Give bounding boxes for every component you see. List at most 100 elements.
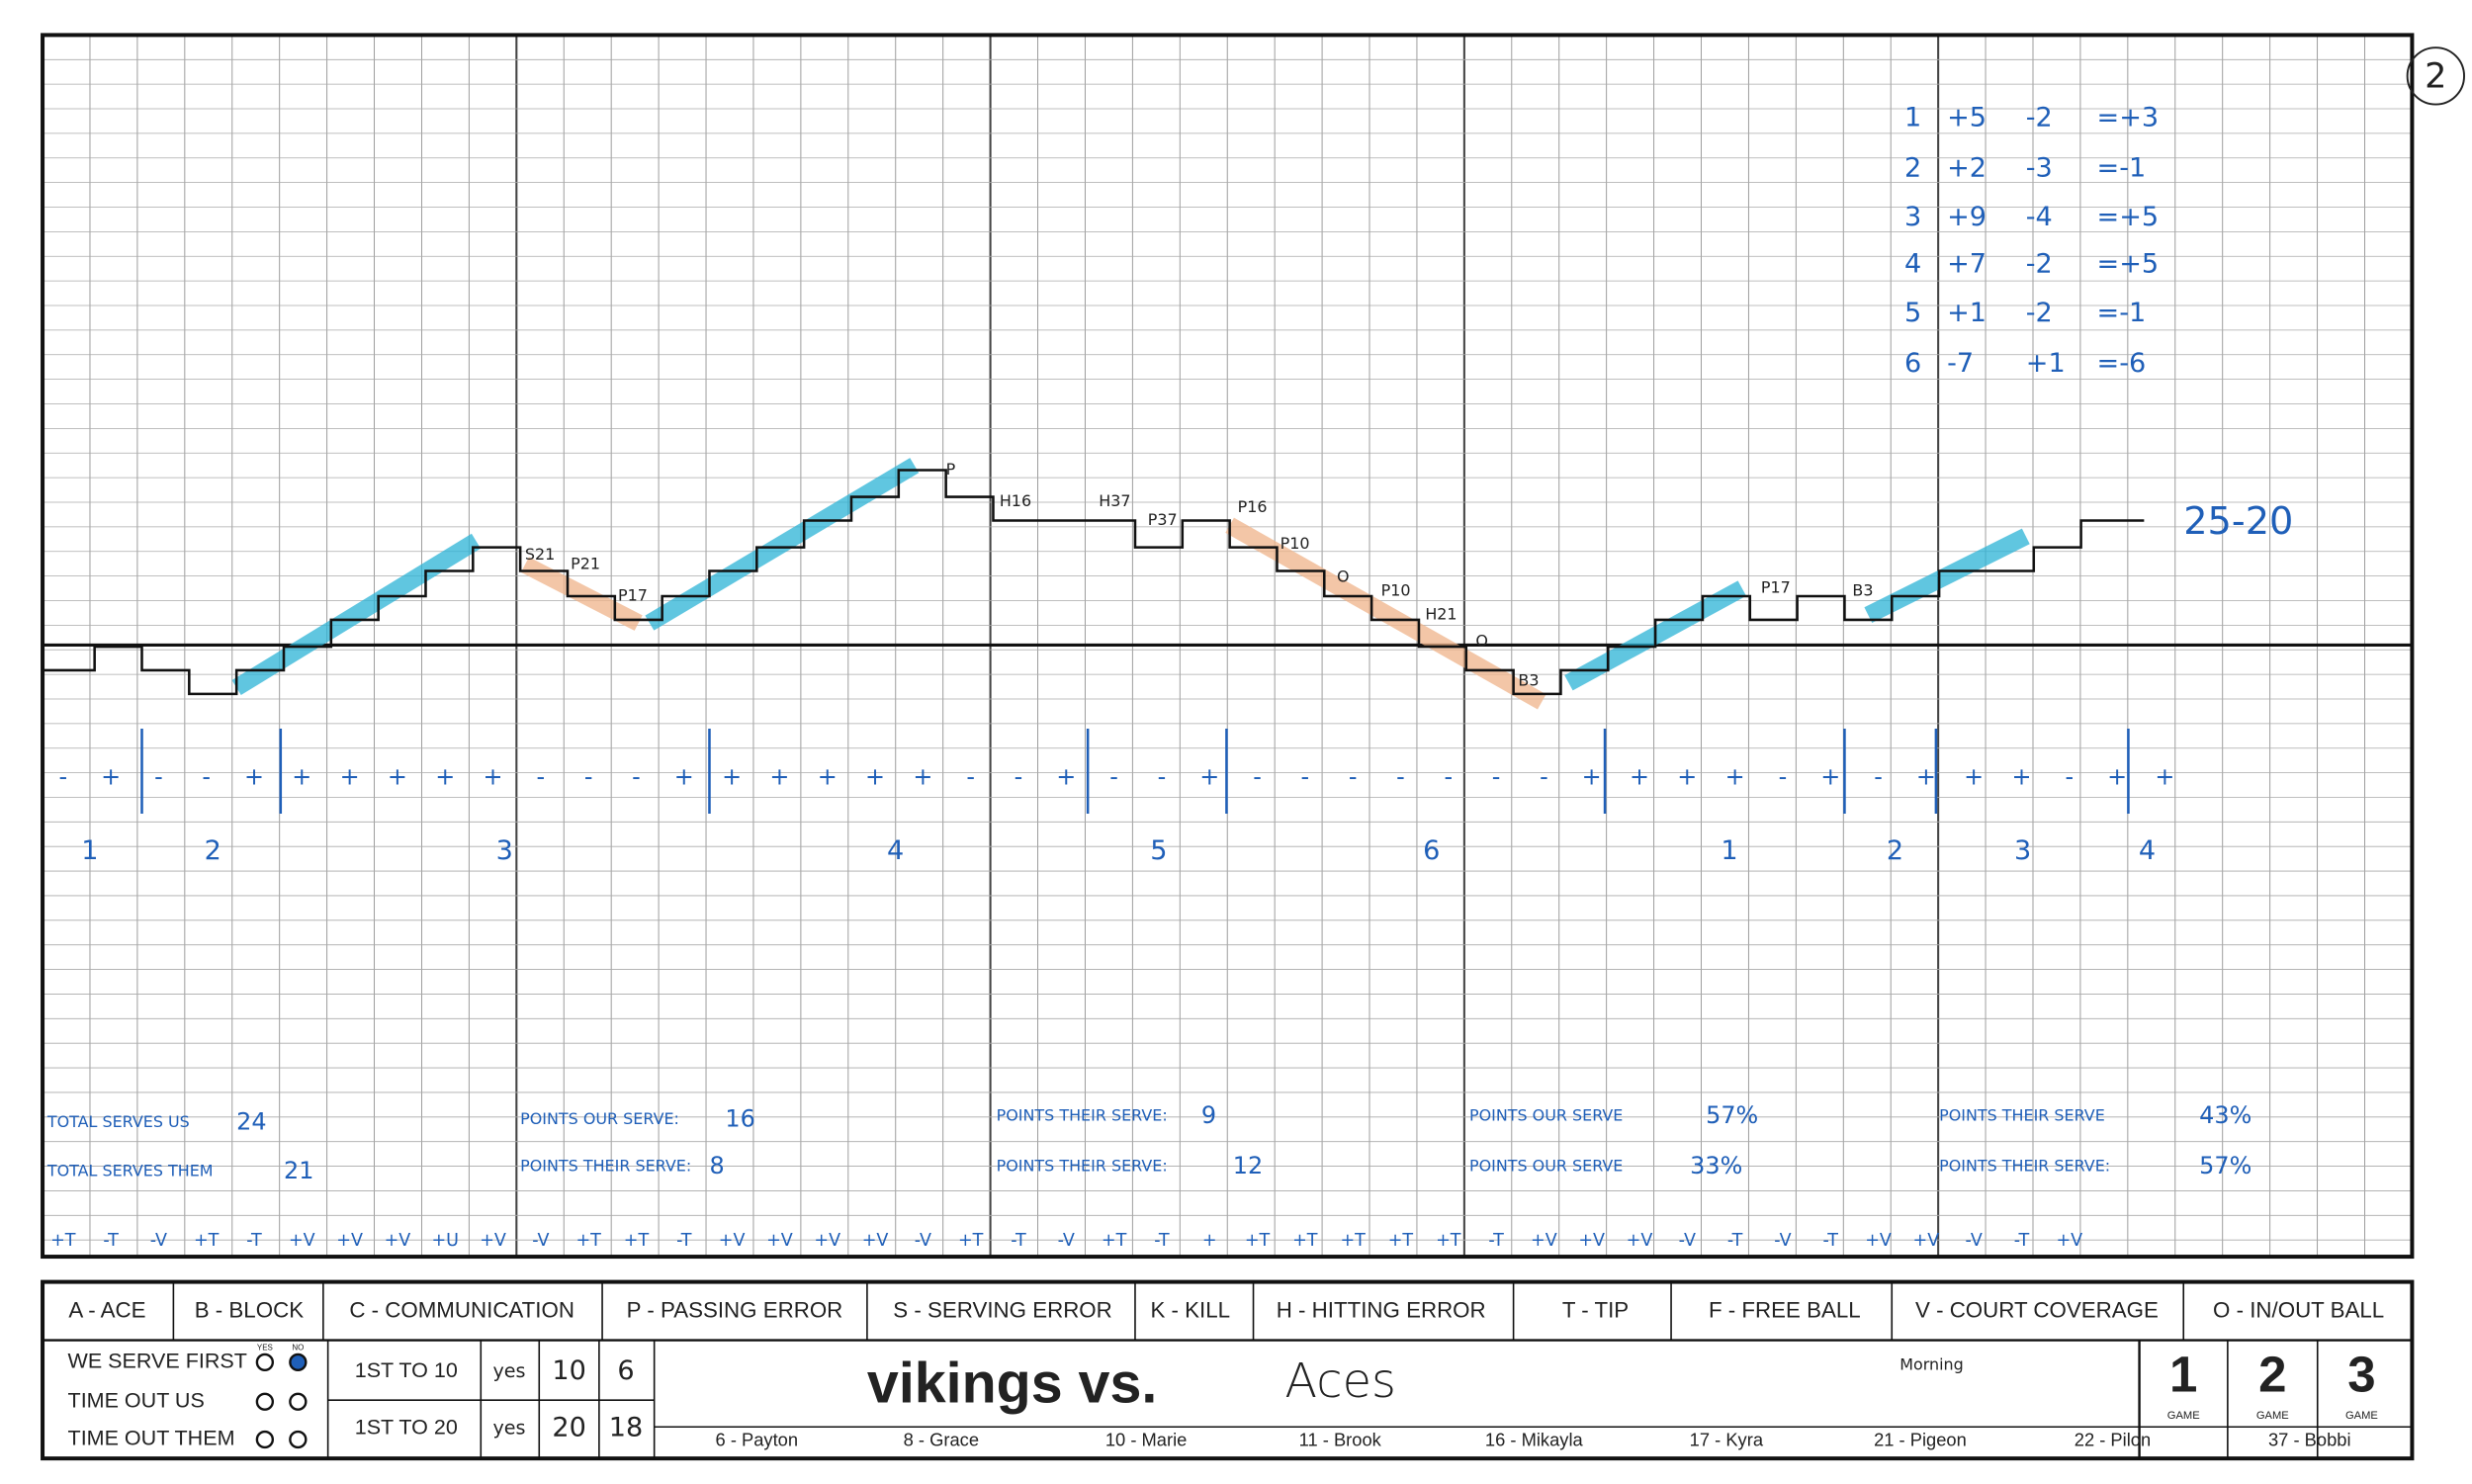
run-highlight <box>1225 517 1546 710</box>
point-note: P17 <box>618 586 648 605</box>
legend-item: H - HITTING ERROR <box>1277 1298 1486 1323</box>
rally-code: -V <box>1058 1231 1075 1251</box>
roster-name: 6 - Payton <box>716 1429 799 1449</box>
game-label: GAME <box>2167 1410 2200 1422</box>
legend-item: C - COMMUNICATION <box>349 1298 574 1323</box>
rally-sign: - <box>202 762 211 790</box>
rotation-number: 3 <box>496 835 513 866</box>
option-circle <box>289 1430 308 1449</box>
rally-sign: - <box>1492 762 1501 790</box>
rally-sign: - <box>584 762 593 790</box>
summary-cell: =+3 <box>2097 102 2160 132</box>
rotation-number: 2 <box>1887 835 1903 866</box>
summary-cell: =-1 <box>2097 152 2147 183</box>
rally-code: +T <box>624 1231 650 1251</box>
page-number: 2 <box>2425 55 2446 96</box>
summary-cell: +9 <box>1947 202 1986 232</box>
rally-sign: - <box>1109 762 1118 790</box>
first-to-entry: 20 <box>552 1412 585 1442</box>
rally-sign: + <box>818 762 838 790</box>
legend-item: S - SERVING ERROR <box>893 1298 1112 1323</box>
rally-code: -T <box>2014 1231 2030 1251</box>
rally-code: +V <box>719 1231 746 1251</box>
rally-sign: + <box>244 762 264 790</box>
panel-frame <box>41 1279 2415 1461</box>
legend-item: B - BLOCK <box>195 1298 304 1323</box>
option-label: YES <box>257 1344 273 1353</box>
legend-item: T - TIP <box>1562 1298 1629 1323</box>
rally-sign: + <box>484 762 503 790</box>
final-score: 25-20 <box>2183 499 2293 544</box>
opponent-name: Aces <box>1284 1354 1396 1409</box>
first-to-label: 1ST TO 20 <box>355 1416 458 1440</box>
rally-code: +U <box>432 1231 459 1251</box>
first-to-entry: yes <box>492 1416 525 1439</box>
rally-code: +T <box>1292 1231 1318 1251</box>
summary-cell: -2 <box>2026 298 2053 328</box>
first-to-label: 1ST TO 10 <box>355 1358 458 1382</box>
rally-code: +T <box>194 1231 220 1251</box>
rotation-number: 2 <box>205 835 221 866</box>
rally-sign: - <box>1874 762 1883 790</box>
point-note: P10 <box>1280 534 1310 553</box>
roster-name: 11 - Brook <box>1299 1429 1382 1449</box>
summary-cell: =+5 <box>2097 249 2160 280</box>
rally-sign: + <box>388 762 407 790</box>
rally-sign: + <box>1630 762 1649 790</box>
rally-sign: - <box>1349 762 1358 790</box>
legend-item: K - KILL <box>1150 1298 1230 1323</box>
rally-sign: + <box>1820 762 1840 790</box>
roster-name: 17 - Kyra <box>1690 1429 1764 1449</box>
rally-sign: + <box>865 762 885 790</box>
roster-name: 22 - Pilon <box>2075 1429 2151 1449</box>
stat-value: 33% <box>1690 1152 1742 1179</box>
summary-cell: -3 <box>2026 152 2053 183</box>
rally-sign: - <box>154 762 163 790</box>
rally-sign: + <box>340 762 360 790</box>
summary-cell: 4 <box>1904 249 1921 280</box>
rally-sign: - <box>1396 762 1405 790</box>
rally-code: +V <box>2056 1231 2082 1251</box>
run-highlight <box>520 557 643 631</box>
rally-code: +T <box>50 1231 76 1251</box>
legend-item: O - IN/OUT BALL <box>2213 1298 2384 1323</box>
rally-code: +V <box>385 1231 411 1251</box>
rally-sign: + <box>1725 762 1745 790</box>
rally-sign: + <box>674 762 694 790</box>
rally-sign: + <box>769 762 789 790</box>
stat-value: 21 <box>284 1157 313 1184</box>
rally-sign: + <box>913 762 932 790</box>
rotation-number: 3 <box>2014 835 2031 866</box>
run-highlight <box>231 533 482 695</box>
rotation-number: 1 <box>1721 835 1737 866</box>
rally-code: +V <box>1578 1231 1605 1251</box>
option-circle <box>255 1353 275 1372</box>
point-note: O <box>1475 632 1488 651</box>
point-note: B3 <box>1852 581 1873 600</box>
rally-code: -T <box>1488 1231 1504 1251</box>
rally-sign: - <box>1253 762 1262 790</box>
rally-code: +T <box>1102 1231 1127 1251</box>
rally-sign: + <box>2011 762 2031 790</box>
summary-cell: 6 <box>1904 348 1921 379</box>
rally-code: +V <box>766 1231 793 1251</box>
rally-sign: - <box>1301 762 1310 790</box>
stat-label: POINTS OUR SERVE <box>1469 1157 1623 1176</box>
stat-label: POINTS THEIR SERVE: <box>1939 1157 2110 1176</box>
summary-cell: -2 <box>2026 249 2053 280</box>
rotation-number: 4 <box>887 835 904 866</box>
rally-code: +V <box>814 1231 840 1251</box>
rally-sign: - <box>632 762 641 790</box>
stat-label: POINTS THEIR SERVE <box>1939 1106 2105 1125</box>
roster-name: 8 - Grace <box>904 1429 979 1449</box>
point-note: P10 <box>1381 581 1411 600</box>
point-note: P21 <box>571 555 600 573</box>
rally-code: +T <box>1245 1231 1271 1251</box>
summary-cell: 3 <box>1904 202 1921 232</box>
first-to-entry: 6 <box>617 1355 634 1386</box>
rally-sign: + <box>1582 762 1602 790</box>
legend-panel: A - ACE B - BLOCK C - COMMUNICATION P - PAS… <box>41 1279 2415 1461</box>
summary-cell: -7 <box>1947 348 1974 379</box>
